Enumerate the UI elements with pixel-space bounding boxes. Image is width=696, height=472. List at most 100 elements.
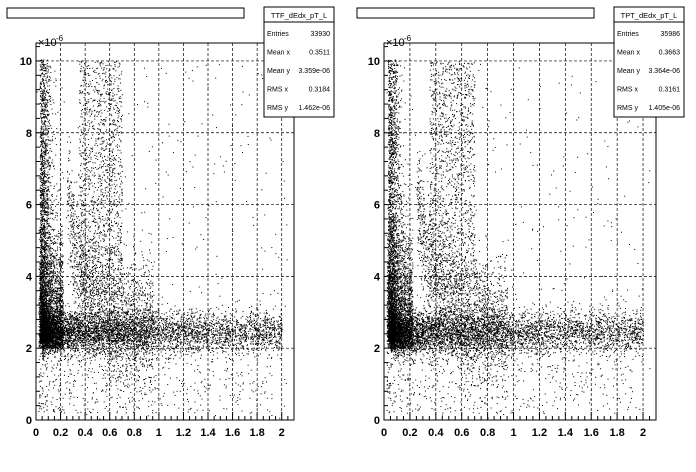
scatter-point <box>88 352 90 354</box>
scatter-point <box>194 334 196 336</box>
scatter-point <box>180 328 182 330</box>
scatter-point <box>45 349 47 351</box>
scatter-point <box>67 340 69 342</box>
scatter-point <box>173 358 175 360</box>
scatter-point <box>181 314 183 316</box>
scatter-point <box>98 323 99 325</box>
scatter-point <box>76 321 78 323</box>
scatter-point <box>116 354 118 356</box>
scatter-point <box>133 328 134 330</box>
scatter-point <box>64 326 66 328</box>
scatter-point <box>218 342 220 344</box>
scatter-point <box>158 312 160 313</box>
scatter-point <box>69 330 71 332</box>
scatter-point <box>177 326 178 328</box>
scatter-point <box>156 345 158 347</box>
scatter-point <box>74 331 75 333</box>
scatter-point <box>56 324 58 326</box>
scatter-point <box>274 330 276 332</box>
scatter-point <box>146 335 148 337</box>
scatter-point <box>206 335 208 337</box>
scatter-point <box>188 348 190 350</box>
scatter-point <box>81 339 83 341</box>
scatter-point <box>75 342 77 344</box>
scatter-point <box>80 340 82 342</box>
scatter-point <box>130 339 132 341</box>
scatter-point <box>92 340 94 342</box>
scatter-point <box>250 336 252 338</box>
scatter-point <box>145 315 147 317</box>
scatter-point <box>174 329 176 331</box>
scatter-point <box>207 311 209 313</box>
scatter-point <box>255 314 256 316</box>
scatter-point <box>271 335 273 337</box>
scatter-point <box>154 312 156 314</box>
scatter-point <box>80 340 82 341</box>
scatter-point <box>219 327 221 329</box>
scatter-point <box>252 338 254 340</box>
scatter-point <box>65 338 67 340</box>
scatter-point <box>45 348 47 350</box>
scatter-point <box>169 343 171 345</box>
scatter-point <box>68 325 70 327</box>
scatter-point <box>148 312 150 314</box>
scatter-point <box>223 341 224 343</box>
scatter-point <box>140 325 142 327</box>
scatter-point <box>106 334 108 336</box>
scatter-point <box>64 327 66 329</box>
scatter-point <box>245 325 247 327</box>
scatter-point <box>228 338 230 340</box>
scatter-point <box>80 328 82 329</box>
scatter-point <box>273 320 275 322</box>
scatter-point <box>164 333 166 335</box>
scatter-point <box>191 340 193 342</box>
scatter-point <box>88 321 90 323</box>
scatter-point <box>273 327 275 329</box>
scatter-point <box>255 308 257 310</box>
scatter-point <box>86 357 88 359</box>
scatter-point <box>241 327 243 329</box>
scatter-point <box>266 320 268 322</box>
scatter-point <box>44 356 46 358</box>
scatter-point <box>266 319 268 321</box>
scatter-point <box>238 329 240 331</box>
scatter-point <box>180 330 182 332</box>
scatter-point <box>98 336 100 338</box>
scatter-point <box>96 291 98 293</box>
scatter-point <box>218 325 220 327</box>
scatter-point <box>178 334 180 336</box>
scatter-point <box>172 329 174 331</box>
scatter-point <box>129 317 131 319</box>
scatter-point <box>125 341 127 343</box>
scatter-point <box>159 345 161 347</box>
scatter-point <box>187 331 189 333</box>
scatter-point <box>54 349 56 351</box>
scatter-point <box>246 321 248 323</box>
scatter-point <box>156 357 158 359</box>
scatter-point <box>280 313 282 315</box>
scatter-point <box>217 332 219 334</box>
scatter-point <box>75 338 77 340</box>
scatter-point <box>86 344 88 346</box>
scatter-point <box>152 323 154 325</box>
scatter-point <box>70 336 72 338</box>
scatter-point <box>149 312 151 314</box>
scatter-point <box>203 337 205 339</box>
scatter-point <box>125 337 127 339</box>
scatter-point <box>69 314 71 316</box>
scatter-point <box>231 326 233 328</box>
scatter-point <box>116 329 118 331</box>
scatter-point <box>169 327 171 329</box>
scatter-point <box>174 339 176 341</box>
scatter-point <box>245 338 247 339</box>
scatter-point <box>271 331 273 333</box>
scatter-point <box>70 323 72 325</box>
scatter-point <box>255 340 256 342</box>
scatter-point <box>101 327 103 329</box>
scatter-point <box>191 336 193 338</box>
scatter-point <box>78 326 80 328</box>
scatter-point <box>223 319 225 320</box>
scatter-point <box>196 319 198 321</box>
scatter-point <box>108 325 110 327</box>
scatter-point <box>218 322 220 324</box>
